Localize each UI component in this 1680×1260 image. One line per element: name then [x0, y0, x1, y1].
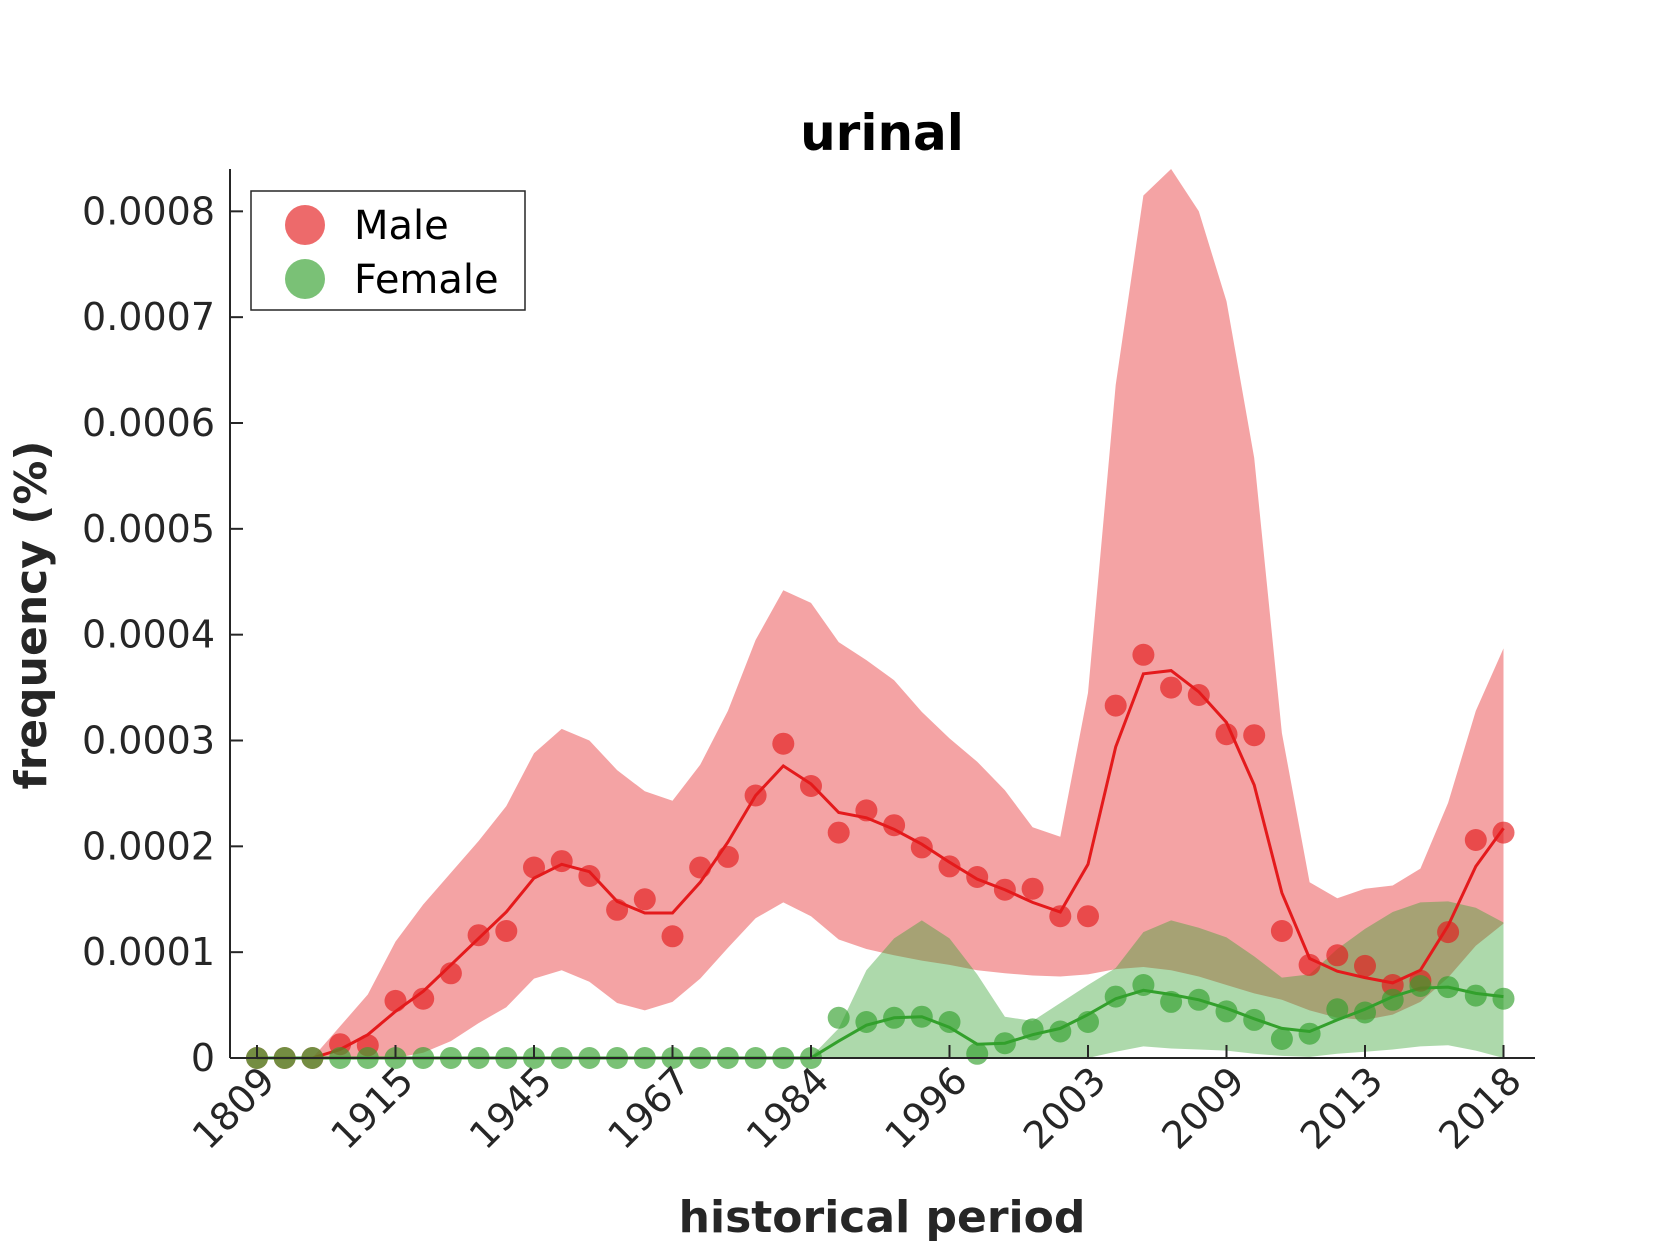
point-male: [1464, 829, 1487, 851]
point-male: [633, 888, 656, 911]
point-male: [495, 920, 518, 942]
point-female: [1132, 974, 1155, 996]
point-male: [523, 856, 545, 879]
legend-marker-male: [285, 205, 325, 245]
y-tick-label: 0.0005: [82, 507, 215, 551]
point-male: [1021, 877, 1044, 900]
point-female: [1464, 984, 1487, 1007]
x-tick-label: 1984: [738, 1058, 838, 1158]
point-male: [800, 775, 822, 797]
point-male: [1187, 684, 1210, 706]
x-tick-label: 2003: [1015, 1058, 1115, 1158]
y-tick-label: 0.0001: [82, 930, 215, 974]
point-male: [772, 732, 795, 755]
point-female: [1492, 987, 1515, 1010]
point-male: [910, 836, 933, 859]
point-male: [439, 962, 462, 985]
point-male: [744, 784, 767, 807]
y-tick-label: 0.0003: [82, 719, 215, 763]
legend: Male Female: [250, 190, 526, 311]
plot-area: [246, 169, 1515, 1069]
point-male: [938, 855, 961, 878]
x-tick-label: 1967: [599, 1058, 699, 1158]
point-male: [1492, 821, 1515, 844]
point-male: [412, 987, 435, 1010]
y-tick-label: 0.0006: [82, 401, 215, 445]
point-male: [689, 856, 712, 879]
point-male: [1298, 953, 1321, 976]
point-female: [938, 1011, 961, 1033]
point-male: [661, 925, 684, 948]
point-female: [1021, 1018, 1044, 1041]
point-male: [1326, 944, 1349, 967]
y-ticks: 0 0.0001 0.0002 0.0003 0.0004 0.0005 0.0006 0.0…: [82, 189, 243, 1080]
x-axis-label: historical period: [679, 1192, 1086, 1243]
x-tick-label: 1945: [461, 1058, 561, 1158]
point-female: [1160, 990, 1183, 1013]
y-tick-label: 0.0002: [82, 824, 215, 868]
point-female: [1437, 976, 1460, 999]
x-tick-label: 2018: [1430, 1058, 1530, 1158]
point-female: [1409, 975, 1432, 997]
point-male: [855, 799, 878, 822]
point-male: [1215, 723, 1238, 746]
y-tick-label: 0.0004: [82, 613, 215, 657]
point-male: [993, 878, 1016, 901]
point-male: [578, 865, 601, 887]
point-male: [467, 924, 490, 947]
point-female: [1049, 1020, 1072, 1043]
point-male: [1077, 905, 1099, 928]
point-male: [883, 814, 906, 837]
point-female: [1187, 988, 1210, 1011]
point-male: [1160, 676, 1183, 699]
point-female: [966, 1042, 989, 1065]
point-male: [384, 989, 407, 1012]
y-tick-label: 0.0008: [82, 189, 215, 233]
y-tick-label: 0: [191, 1036, 215, 1080]
chart-title: urinal: [800, 104, 964, 162]
legend-marker-female: [285, 259, 325, 299]
point-female: [1243, 1008, 1266, 1031]
point-female: [1326, 998, 1349, 1021]
point-female: [1077, 1011, 1099, 1033]
band-female: [257, 901, 1504, 1058]
point-male: [716, 845, 739, 868]
x-tick-label: 2009: [1153, 1058, 1253, 1158]
point-male: [1437, 921, 1460, 944]
x-tick-label: 1996: [876, 1058, 976, 1158]
point-female: [855, 1011, 878, 1033]
point-female: [1298, 1022, 1321, 1045]
point-male: [1354, 954, 1376, 977]
y-tick-label: 0.0007: [82, 295, 215, 339]
point-male: [1104, 694, 1127, 717]
data-points: [246, 643, 1515, 1069]
point-female: [993, 1032, 1016, 1055]
point-female: [1215, 1000, 1238, 1023]
confidence-bands: [257, 169, 1504, 1058]
point-male: [1243, 724, 1266, 747]
x-tick-label: 2013: [1292, 1058, 1392, 1158]
line-male: [257, 669, 1505, 1060]
point-male: [1132, 643, 1155, 666]
point-female: [827, 1006, 850, 1029]
legend-label-female: Female: [354, 257, 499, 303]
point-female: [1104, 985, 1127, 1008]
point-female: [883, 1006, 906, 1029]
point-male: [606, 898, 629, 921]
point-female: [910, 1005, 933, 1028]
point-female: [1354, 1001, 1376, 1024]
point-female: [1270, 1028, 1293, 1050]
x-tick-label: 1915: [322, 1058, 422, 1158]
point-male: [1049, 905, 1072, 928]
point-male: [1270, 920, 1293, 942]
point-female: [1381, 988, 1404, 1011]
point-male: [966, 866, 989, 888]
band-male: [257, 169, 1504, 1058]
point-male: [827, 821, 850, 844]
point-male: [550, 850, 573, 873]
y-axis-label: frequency (%): [6, 440, 57, 789]
x-ticks: 1809 1915 1945 1967 1984 1996 2003 2009 2013 2018: [184, 1045, 1530, 1158]
legend-label-male: Male: [354, 203, 449, 249]
